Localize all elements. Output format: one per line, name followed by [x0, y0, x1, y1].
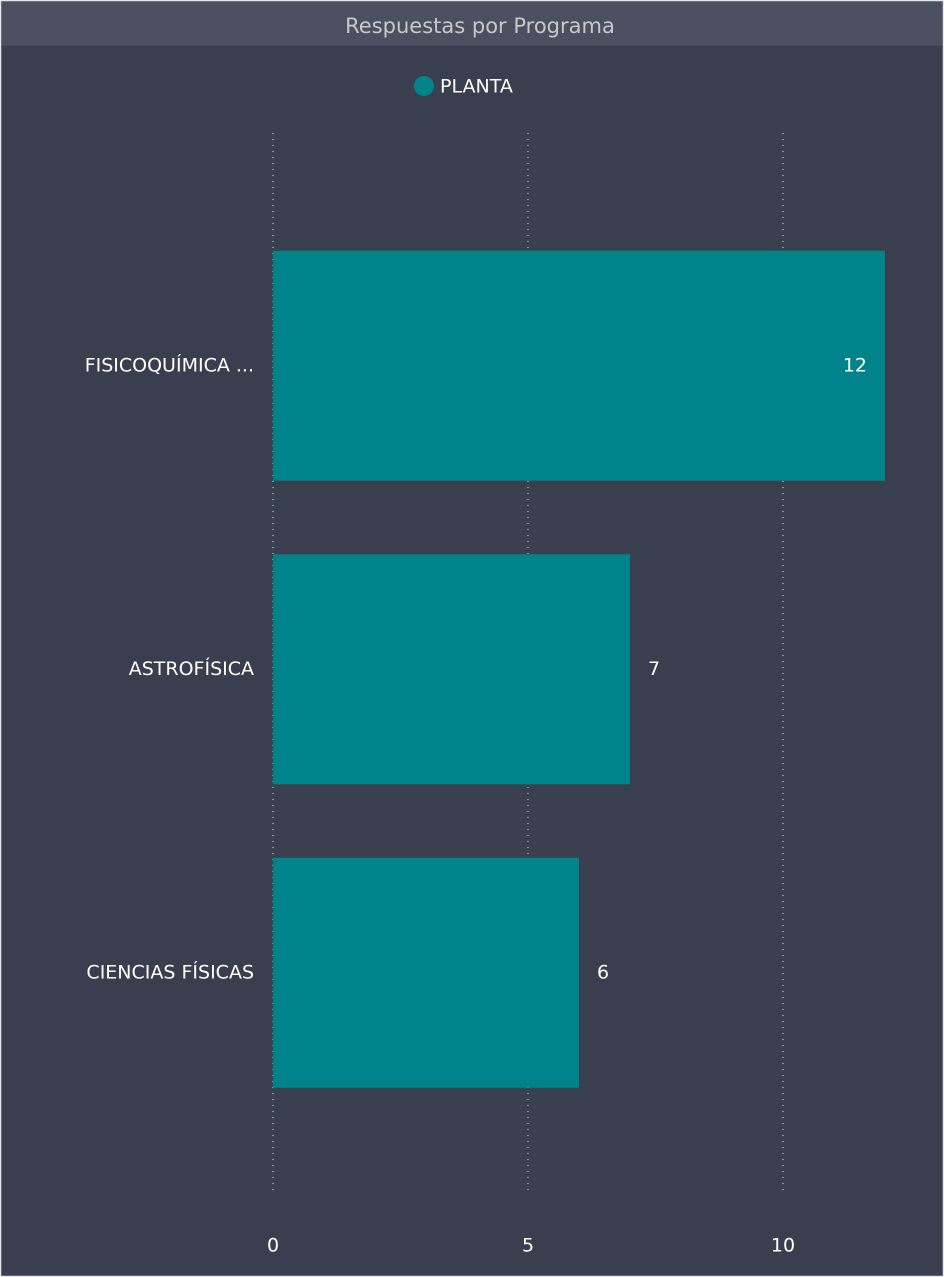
y-tick-label: CIENCIAS FÍSICAS — [86, 960, 254, 983]
bar — [273, 554, 630, 785]
x-tick-label: 0 — [267, 1235, 279, 1257]
y-tick-label: ASTROFÍSICA — [129, 657, 254, 680]
chart-title: Respuestas por Programa — [345, 14, 615, 38]
legend-swatch — [414, 76, 434, 96]
data-label: 6 — [597, 961, 609, 983]
y-tick-label: FISICOQUÍMICA ... — [85, 353, 254, 376]
x-tick-label: 5 — [522, 1235, 534, 1257]
legend-label: PLANTA — [440, 76, 513, 98]
data-label: 7 — [648, 658, 660, 680]
bar — [273, 857, 579, 1088]
bar — [273, 250, 885, 481]
title-bar — [1, 1, 943, 46]
data-label: 12 — [843, 354, 867, 376]
x-tick-label: 10 — [771, 1235, 795, 1257]
